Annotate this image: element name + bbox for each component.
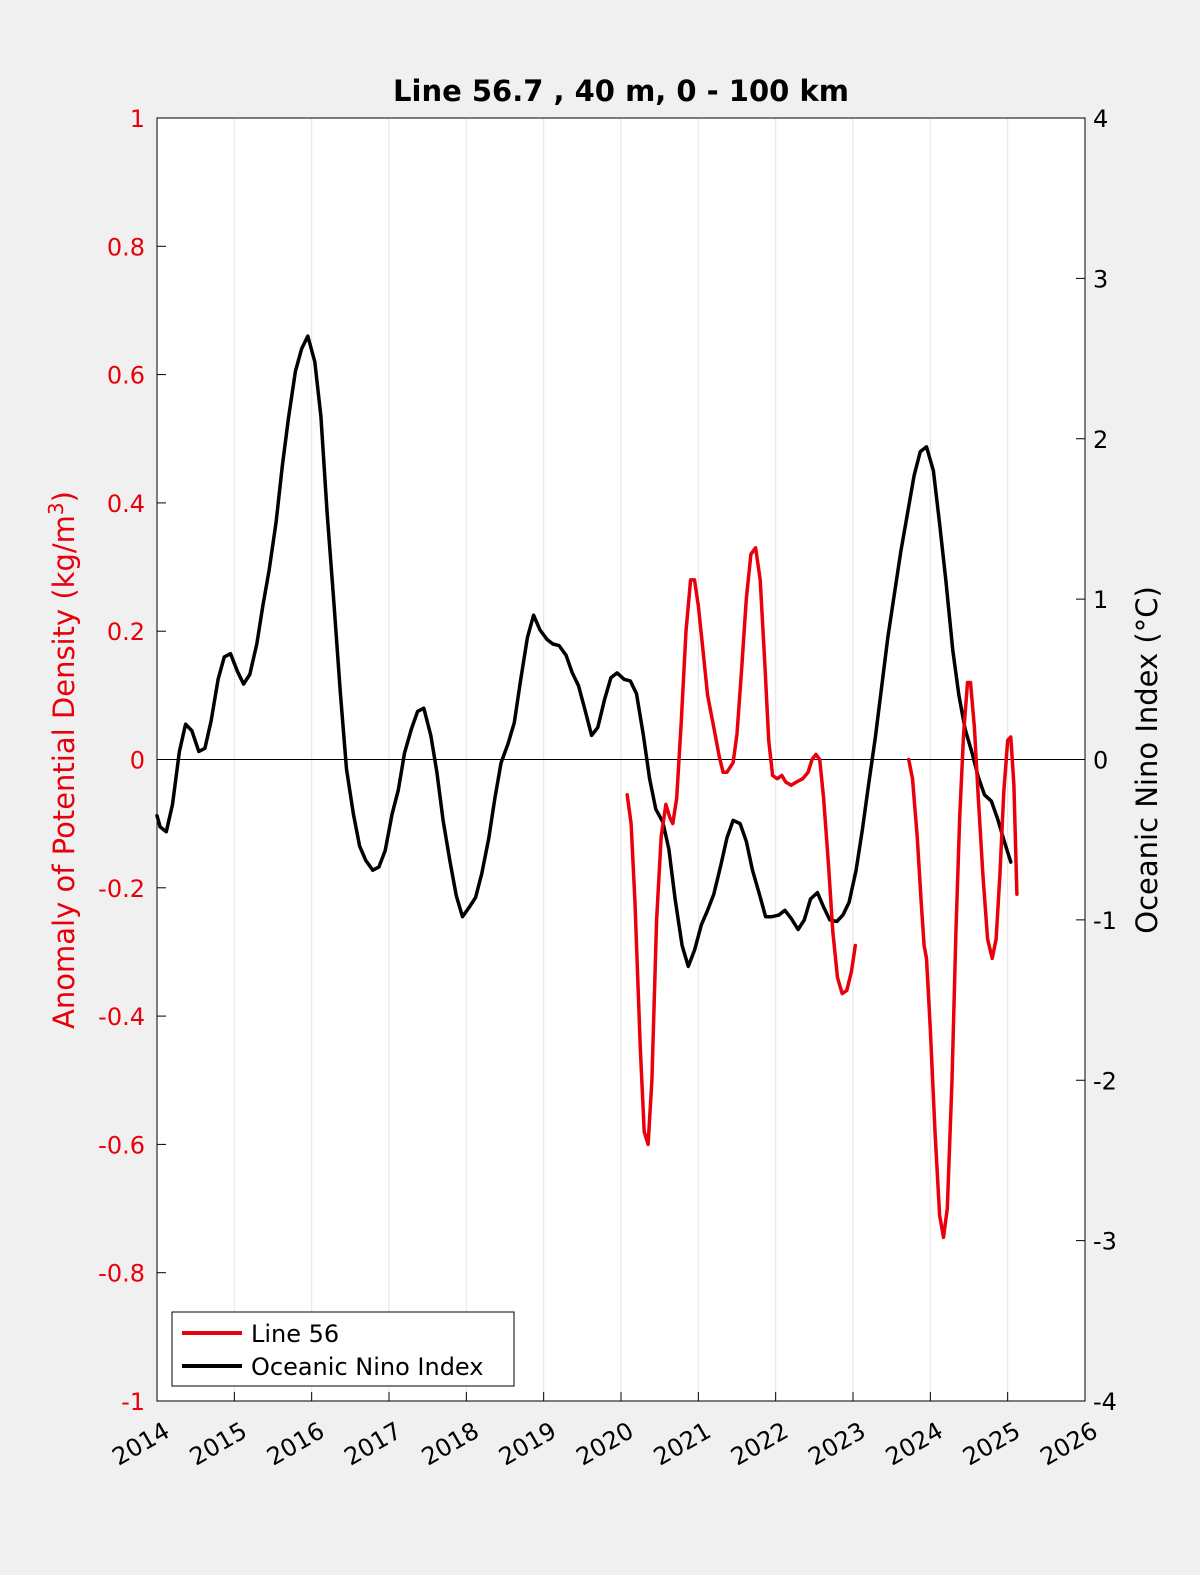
- series-line-line56-segment: [906, 680, 1019, 1240]
- y-right-tick-label: -4: [1093, 1388, 1117, 1416]
- y-left-axis-label: Anomaly of Potential Density (kg/m3): [44, 491, 81, 1029]
- y-right-tick-label: -1: [1093, 907, 1117, 935]
- y-right-tick-label: -3: [1093, 1228, 1117, 1256]
- y-left-tick-label: 0.8: [107, 233, 145, 261]
- y-right-tick-label: 0: [1093, 747, 1108, 775]
- legend: Line 56 Oceanic Nino Index: [171, 1311, 515, 1387]
- y-left-tick-label: -0.8: [98, 1260, 145, 1288]
- y-left-tick-label: -0.6: [98, 1131, 145, 1159]
- y-right-axis-label: Oceanic Nino Index (°C): [1130, 586, 1164, 934]
- series-line-oceanic-nino-index: [155, 334, 1013, 969]
- y-left-tick-label: -1: [121, 1388, 145, 1416]
- series-line-line56-segment: [625, 546, 858, 1147]
- y-right-tick-label: -2: [1093, 1067, 1117, 1095]
- y-left-tick-label: 0.4: [107, 490, 145, 518]
- y-left-tick-label: -0.4: [98, 1003, 145, 1031]
- chart-title: Line 56.7 , 40 m, 0 - 100 km: [393, 74, 849, 108]
- y-left-tick-label: -0.2: [98, 875, 145, 903]
- y-left-tick-label: 0.2: [107, 618, 145, 646]
- legend-label-oni: Oceanic Nino Index: [251, 1353, 483, 1381]
- legend-label-line56: Line 56: [251, 1320, 339, 1348]
- y-right-tick-label: 2: [1093, 426, 1108, 454]
- legend-box: [171, 1311, 515, 1387]
- series-layer: [155, 334, 1019, 1240]
- y-right-tick-label: 4: [1093, 105, 1108, 133]
- y-left-tick-label: 0.6: [107, 362, 145, 390]
- y-left-tick-label: 1: [130, 105, 145, 133]
- y-left-tick-label: 0: [130, 747, 145, 775]
- y-left-axis-label-superscript: 3: [44, 502, 68, 515]
- y-right-tick-label: 3: [1093, 265, 1108, 293]
- y-right-tick-label: 1: [1093, 586, 1108, 614]
